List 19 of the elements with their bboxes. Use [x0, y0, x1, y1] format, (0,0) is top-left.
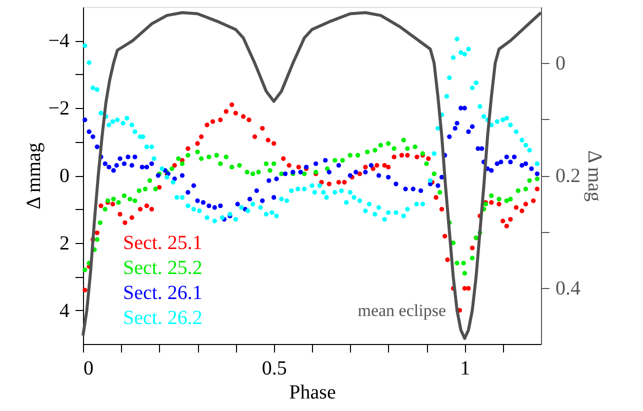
y2-tick-label: 0 [556, 52, 566, 75]
x-axis-title: Phase [289, 382, 336, 404]
y2-axis-title: Δ mag [584, 150, 606, 202]
x-tick-label: 0.5 [262, 358, 287, 380]
y2-tick-label: 0.2 [556, 165, 580, 187]
annotation: mean eclipse [358, 301, 446, 320]
x-tick-label: 1 [460, 358, 470, 380]
y-tick-label: 0 [60, 165, 70, 187]
y-tick-label: 4 [60, 300, 70, 322]
text: Sect. 26.1 [123, 282, 202, 304]
y-tick-label: −4 [48, 30, 70, 52]
y-tick-label: 2 [60, 232, 70, 254]
y2-tick-label: 0.4 [556, 277, 580, 300]
x-tick-label: 0 [84, 358, 94, 380]
y-axis-title: Δ mmag [23, 142, 46, 210]
series-label: Sect. 25.1 [123, 232, 202, 254]
y-tick-label: −2 [48, 98, 70, 120]
series-label: Sect. 25.2 [123, 257, 202, 279]
text: Sect. 26.2 [123, 307, 202, 329]
